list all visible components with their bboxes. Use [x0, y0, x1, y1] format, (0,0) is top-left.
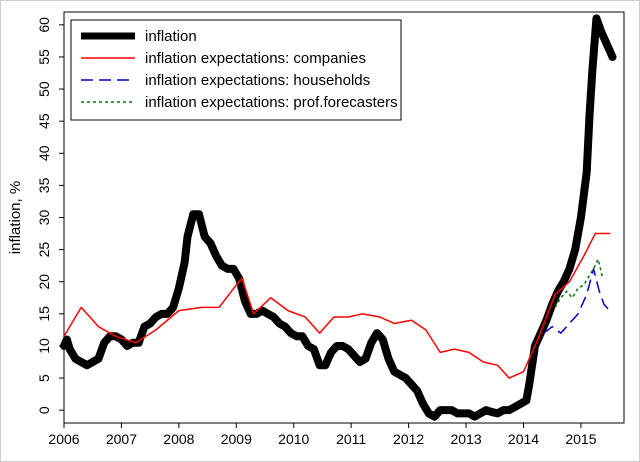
- y-axis-title: inflation, %: [7, 181, 24, 254]
- y-tick-label: 25: [36, 242, 52, 258]
- y-tick-label: 35: [36, 177, 52, 193]
- series-line-households: [543, 268, 611, 334]
- y-tick-label: 60: [36, 17, 52, 33]
- plot-area: [60, 14, 617, 421]
- x-tick-label: 2015: [565, 431, 596, 447]
- y-tick-label: 50: [36, 81, 52, 97]
- legend-label-companies: inflation expectations: companies: [145, 50, 366, 67]
- y-tick-label: 10: [36, 338, 52, 354]
- legend-label-inflation: inflation: [145, 28, 197, 45]
- y-tick-label: 40: [36, 145, 52, 161]
- x-tick-label: 2008: [163, 431, 194, 447]
- y-tick-label: 45: [36, 113, 52, 129]
- x-tick-label: 2011: [336, 431, 366, 447]
- series-line-inflation: [60, 14, 617, 421]
- x-tick-label: 2013: [450, 431, 481, 447]
- x-tick-label: 2014: [508, 431, 539, 447]
- y-tick-label: 30: [36, 210, 52, 226]
- legend-label-prof_forecasters: inflation expectations: prof.forecasters: [145, 94, 398, 111]
- x-tick-label: 2012: [393, 431, 424, 447]
- y-tick-label: 55: [36, 49, 52, 65]
- y-tick-label: 15: [36, 306, 52, 322]
- series-line-companies: [63, 232, 611, 379]
- y-tick-label: 5: [36, 374, 52, 382]
- legend-label-households: inflation expectations: households: [145, 72, 370, 89]
- legend: inflation inflation expectations: compani…: [70, 19, 402, 121]
- x-tick-label: 2010: [278, 431, 309, 447]
- x-tick-label: 2006: [48, 431, 79, 447]
- y-tick-label: 20: [36, 274, 52, 290]
- x-tick-label: 2009: [221, 431, 252, 447]
- x-tick-label: 2007: [106, 431, 137, 447]
- series-line-prof_forecasters: [554, 258, 604, 308]
- y-tick-label: 0: [36, 406, 52, 414]
- axes: 0 5 10 15 20 25 30 35 40 45 50 55 60 2006 2007 2008 2009…: [7, 11, 625, 447]
